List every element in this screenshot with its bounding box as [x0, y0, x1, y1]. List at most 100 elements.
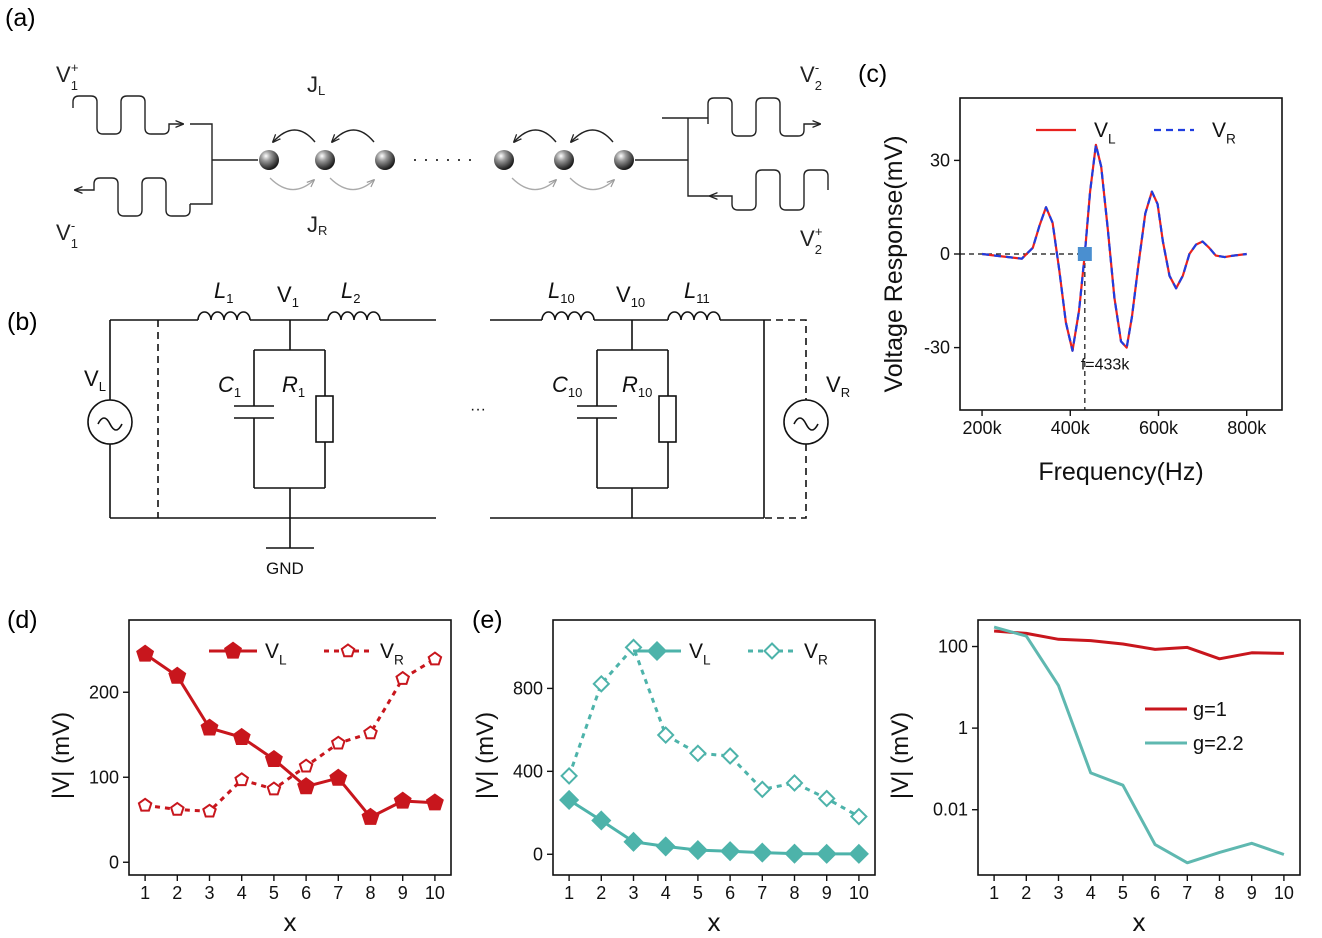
panel-label-b: (b) [7, 308, 38, 336]
series-line-1 [568, 798, 859, 856]
x-tick-label: 7 [757, 883, 767, 903]
circuit-b [87, 311, 829, 549]
data-point [169, 801, 185, 816]
data-point [560, 766, 579, 785]
hop-arrow-right-4 [569, 177, 614, 191]
schematic-a-grey [269, 177, 614, 191]
y-tick-label: 0 [940, 244, 950, 264]
x-tick-label: 2 [596, 883, 606, 903]
x-tick-label: 8 [365, 883, 375, 903]
x-tick-label: 3 [1053, 883, 1063, 903]
x-tick-label: 5 [1118, 883, 1128, 903]
data-point [688, 744, 707, 763]
plot-frame [128, 619, 452, 876]
x-tick-label: 10 [425, 883, 445, 903]
label-l10: L10 [548, 278, 575, 306]
x-tick-label: 3 [628, 883, 638, 903]
x-tick-label: 1 [989, 883, 999, 903]
schematic-a [72, 95, 829, 217]
legend-label: VL [265, 640, 287, 667]
y-axis-label: |V| (mV) [887, 712, 914, 799]
hop-arrow-right-3 [511, 177, 556, 191]
resistor-r1 [315, 395, 334, 443]
inductor-l2 [327, 311, 381, 321]
x-tick-label: 3 [204, 883, 214, 903]
legend-label: g=1 [1193, 699, 1227, 721]
y-tick-label: 0 [109, 852, 119, 872]
x-tick-label: 6 [301, 883, 311, 903]
meander-left-bottom [75, 177, 191, 217]
data-point [425, 793, 444, 811]
label-jr: JR [307, 212, 327, 238]
x-tick-label: 5 [693, 883, 703, 903]
data-point [849, 807, 868, 826]
data-point [687, 840, 708, 861]
label-v2-plus: V2+ [800, 224, 823, 257]
meander-right-bottom [710, 169, 829, 211]
data-point [234, 772, 250, 787]
sine-right [793, 417, 819, 431]
data-point [298, 758, 314, 773]
data-point [264, 749, 283, 768]
data-point [785, 774, 804, 792]
y-tick-label: 1 [958, 718, 968, 738]
series-line-1 [993, 629, 1284, 661]
sites [259, 150, 634, 170]
data-point [753, 780, 772, 799]
site-ball [375, 150, 395, 170]
data-point [623, 831, 644, 852]
x-tick-label: 8 [789, 883, 799, 903]
data-point [784, 843, 805, 864]
circuit-ellipsis: ··· [470, 401, 486, 418]
site-ball [554, 150, 574, 170]
site-ball [494, 150, 514, 170]
data-point [752, 842, 773, 863]
node1-branch [253, 320, 326, 549]
data-point [168, 666, 187, 684]
x-tick-label: 4 [237, 883, 247, 903]
x-tick-label: 7 [1182, 883, 1192, 903]
capacitor-c10 [577, 405, 617, 419]
data-point [137, 797, 153, 812]
legend-label: VR [380, 640, 404, 667]
chart-f: 1 2 3 4 5 6 7 8 9 10 0.01 1 100 x |V| (mV) g=1 g=2.2 [887, 619, 1301, 937]
legend-label: g=2.2 [1193, 733, 1244, 755]
data-point [720, 841, 741, 862]
hop-arrow-left-4 [571, 129, 614, 142]
x-axis-label: x [284, 907, 297, 937]
y-axis-label: Voltage Response(mV) [880, 135, 908, 392]
data-point [200, 718, 219, 736]
site-ball [614, 150, 634, 170]
source-right-dashed [764, 319, 807, 519]
x-tick-label: 5 [269, 883, 279, 903]
plot-frame [552, 619, 876, 876]
data-point [624, 638, 643, 657]
label-v1-plus: V1+ [56, 60, 79, 93]
series-line-2 [993, 625, 1285, 865]
y-tick-label: 200 [89, 682, 119, 702]
y-tick-label: 400 [513, 761, 543, 781]
legend-label: VL [689, 640, 711, 667]
voltage-source-right [783, 399, 829, 445]
inductor-l1 [197, 311, 251, 321]
panel-label-a: (a) [5, 4, 36, 32]
data-point [655, 836, 676, 857]
x-tick-label: 9 [822, 883, 832, 903]
x-tick-label: 6 [725, 883, 735, 903]
label-r1: R1 [282, 372, 305, 400]
data-point [646, 640, 668, 662]
label-v10: V10 [616, 282, 645, 310]
x-tick-label: 9 [1247, 883, 1257, 903]
hop-arrow-right-1 [269, 177, 314, 191]
x-tick-label: 9 [398, 883, 408, 903]
x-tick-label: 2 [1021, 883, 1031, 903]
x-tick-label: 8 [1214, 883, 1224, 903]
hop-arrow-right-2 [329, 177, 374, 191]
chart-c: 200k 400k 600k 800k -30 0 30 Frequency(Hz) Volta… [880, 97, 1283, 486]
chart-e: 1 2 3 4 5 6 7 8 9 10 0 400 800 x |V| (mV) VL VR [472, 619, 876, 937]
data-point [136, 644, 155, 662]
plot-frame [977, 619, 1301, 876]
label-l2: L2 [341, 278, 360, 306]
site-ball [259, 150, 279, 170]
data-point [363, 725, 378, 740]
